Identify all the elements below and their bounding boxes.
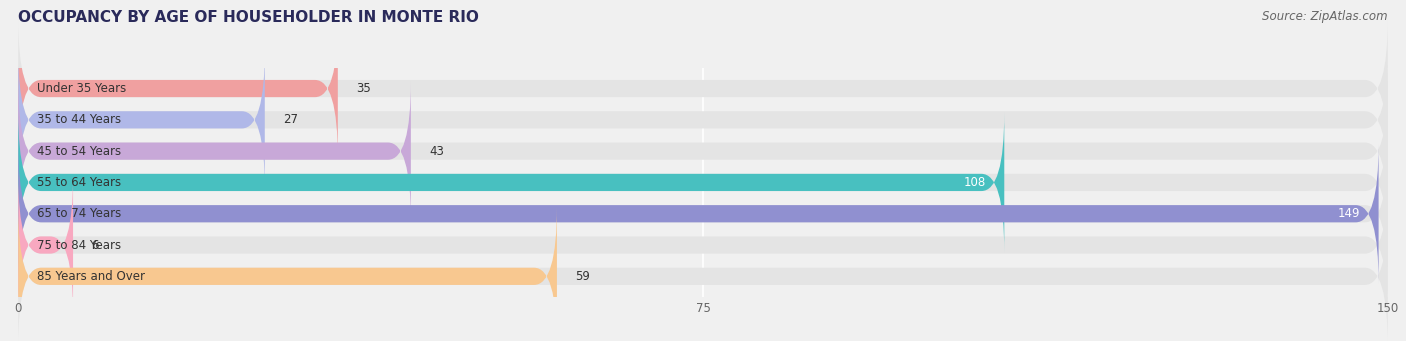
FancyBboxPatch shape	[18, 207, 1388, 341]
Text: 27: 27	[283, 113, 298, 126]
Text: 149: 149	[1339, 207, 1361, 220]
FancyBboxPatch shape	[18, 144, 1388, 283]
Text: 43: 43	[429, 145, 444, 158]
Text: 6: 6	[91, 239, 98, 252]
Text: 35 to 44 Years: 35 to 44 Years	[37, 113, 121, 126]
FancyBboxPatch shape	[18, 144, 1379, 283]
FancyBboxPatch shape	[18, 207, 557, 341]
FancyBboxPatch shape	[18, 81, 1388, 221]
FancyBboxPatch shape	[18, 81, 411, 221]
Text: Under 35 Years: Under 35 Years	[37, 82, 125, 95]
Text: 108: 108	[963, 176, 986, 189]
FancyBboxPatch shape	[18, 175, 1388, 315]
Text: 85 Years and Over: 85 Years and Over	[37, 270, 145, 283]
FancyBboxPatch shape	[18, 113, 1388, 252]
FancyBboxPatch shape	[18, 175, 73, 315]
Text: 55 to 64 Years: 55 to 64 Years	[37, 176, 121, 189]
Text: 45 to 54 Years: 45 to 54 Years	[37, 145, 121, 158]
FancyBboxPatch shape	[18, 113, 1004, 252]
FancyBboxPatch shape	[18, 19, 337, 158]
Text: 65 to 74 Years: 65 to 74 Years	[37, 207, 121, 220]
Text: OCCUPANCY BY AGE OF HOUSEHOLDER IN MONTE RIO: OCCUPANCY BY AGE OF HOUSEHOLDER IN MONTE…	[18, 10, 479, 25]
Text: 35: 35	[356, 82, 371, 95]
Text: 75 to 84 Years: 75 to 84 Years	[37, 239, 121, 252]
FancyBboxPatch shape	[18, 50, 1388, 190]
Text: 59: 59	[575, 270, 591, 283]
FancyBboxPatch shape	[18, 50, 264, 190]
FancyBboxPatch shape	[18, 19, 1388, 158]
Text: Source: ZipAtlas.com: Source: ZipAtlas.com	[1263, 10, 1388, 23]
